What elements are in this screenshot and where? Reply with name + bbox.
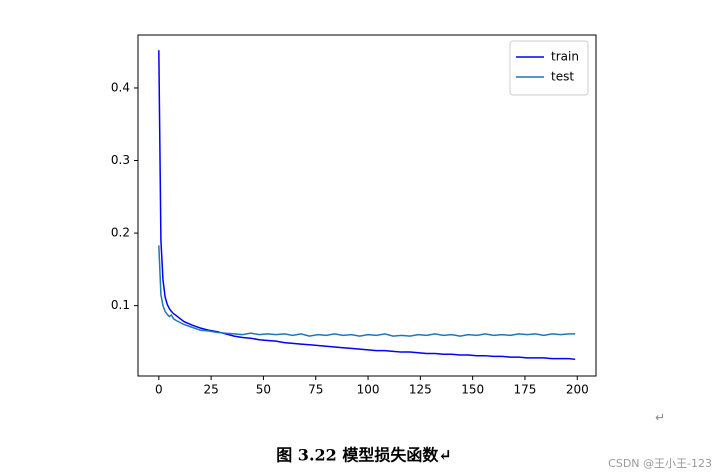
x-tick-label: 25 [203,383,218,397]
caption: 图 3.22 模型损失函数↵ [276,446,452,465]
legend-box [509,40,589,96]
x-tick-label: 50 [256,383,271,397]
plot-frame [137,34,597,377]
watermark: CSDN @王小王-123 [608,457,712,470]
legend-label: test [551,70,574,84]
legend-label: train [551,50,579,64]
series-line [158,245,576,337]
x-tick-label: 100 [357,383,380,397]
y-tick-label: 0.1 [111,298,130,312]
series-line [158,50,576,361]
x-tick-label: 150 [461,383,484,397]
x-tick-label: 175 [514,383,537,397]
x-tick-label: 0 [155,383,163,397]
y-tick-label: 0.3 [111,153,130,167]
y-tick-label: 0.2 [111,226,130,240]
x-tick-label: 200 [566,383,589,397]
y-tick-label: 0.4 [111,80,130,94]
return-mark: ↵ [655,411,665,425]
x-tick-label: 75 [308,383,323,397]
x-tick-label: 125 [409,383,432,397]
